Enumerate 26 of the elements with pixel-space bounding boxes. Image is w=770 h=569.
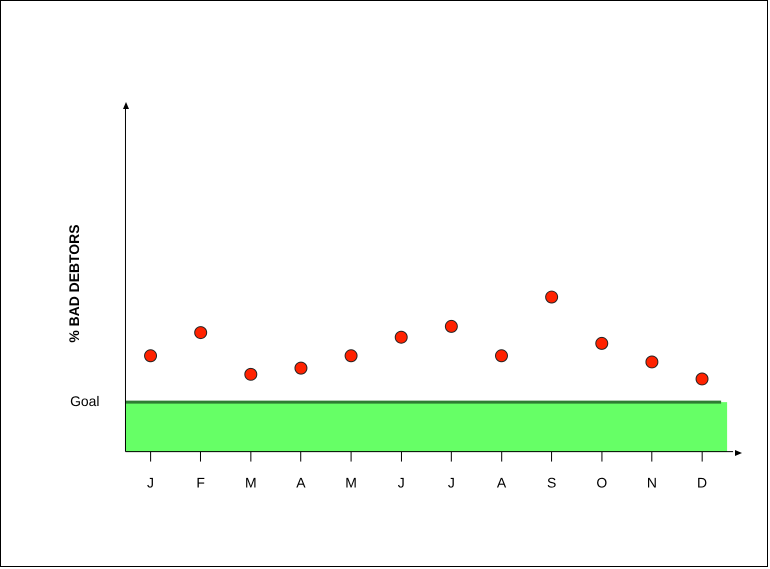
x-tick-label: J <box>398 474 405 491</box>
point <box>294 362 308 375</box>
point <box>444 320 458 333</box>
point <box>144 349 158 362</box>
x-tick-label: J <box>147 474 154 491</box>
x-tick-label: N <box>646 474 657 491</box>
x-tick-label: J <box>448 474 455 491</box>
x-tick-label: A <box>296 474 306 491</box>
x-tick-label: A <box>496 474 507 491</box>
point <box>244 368 258 381</box>
x-tick-label: D <box>696 474 708 491</box>
ref-line-label: Goal <box>70 392 100 409</box>
x-tick-label: S <box>546 474 556 491</box>
point <box>194 326 208 340</box>
x-tick-label: O <box>596 474 608 491</box>
x-tick-label: M <box>345 474 357 491</box>
x-tick-label: M <box>245 474 257 491</box>
point <box>394 330 408 344</box>
point <box>344 349 358 362</box>
point <box>495 349 508 362</box>
point <box>645 355 658 368</box>
point <box>595 336 608 350</box>
point <box>696 372 709 386</box>
x-tick-label: F <box>196 474 205 491</box>
y-axis-title: % BAD DEBTORS <box>66 224 82 343</box>
point <box>545 290 558 304</box>
